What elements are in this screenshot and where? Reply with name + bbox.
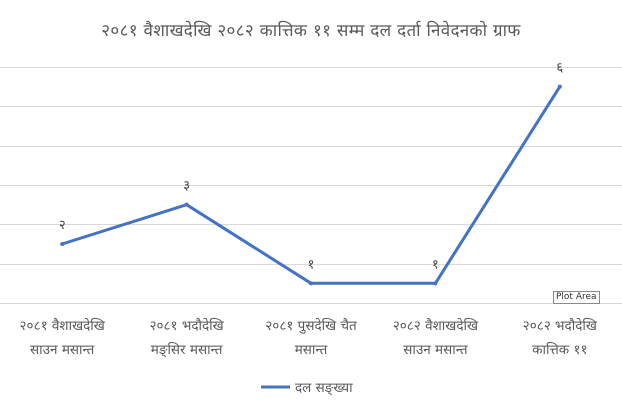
- chart-title: २०८१ वैशाखदेखि २०८२ कात्तिक ११ सम्म दल द…: [101, 21, 521, 41]
- data-label: १: [432, 257, 439, 272]
- data-label: ३: [183, 179, 190, 194]
- legend[interactable]: दल सङ्ख्या: [261, 380, 353, 396]
- x-tick-label: २०८२ भदौदेखि: [523, 317, 598, 334]
- series-dal-sankhya[interactable]: [60, 84, 562, 286]
- data-point[interactable]: [60, 242, 65, 246]
- data-label: १: [308, 257, 315, 272]
- data-point[interactable]: [309, 281, 313, 286]
- data-labels: २ ३ १ १ ६: [59, 61, 564, 273]
- x-tick-label: मङ्सिर मसान्त: [151, 341, 223, 358]
- data-point[interactable]: [557, 84, 562, 89]
- gridlines: [0, 67, 622, 304]
- x-tick-label: साउन मसान्त: [30, 342, 95, 358]
- data-point[interactable]: [184, 202, 189, 207]
- data-label: ६: [556, 61, 563, 76]
- x-tick-label: २०८१ पुसदेखि चैत: [265, 317, 357, 334]
- x-tick-label: २०८१ वैशाखदेखि: [20, 317, 106, 334]
- x-tick-label: २०८२ वैशाखदेखि: [393, 317, 479, 334]
- plot-area-tooltip: Plot Area: [553, 291, 600, 304]
- legend-label: दल सङ्ख्या: [295, 380, 353, 396]
- data-label: २: [59, 218, 66, 233]
- x-tick-label: मसान्त: [295, 342, 328, 358]
- x-tick-label: कात्तिक ११: [532, 341, 587, 358]
- x-tick-label: २०८१ भदौदेखि: [149, 317, 224, 334]
- x-axis-labels: २०८१ वैशाखदेखि साउन मसान्त २०८१ भदौदेखि मङ्…: [20, 317, 598, 358]
- data-point[interactable]: [433, 281, 438, 286]
- x-tick-label: साउन मसान्त: [403, 342, 468, 358]
